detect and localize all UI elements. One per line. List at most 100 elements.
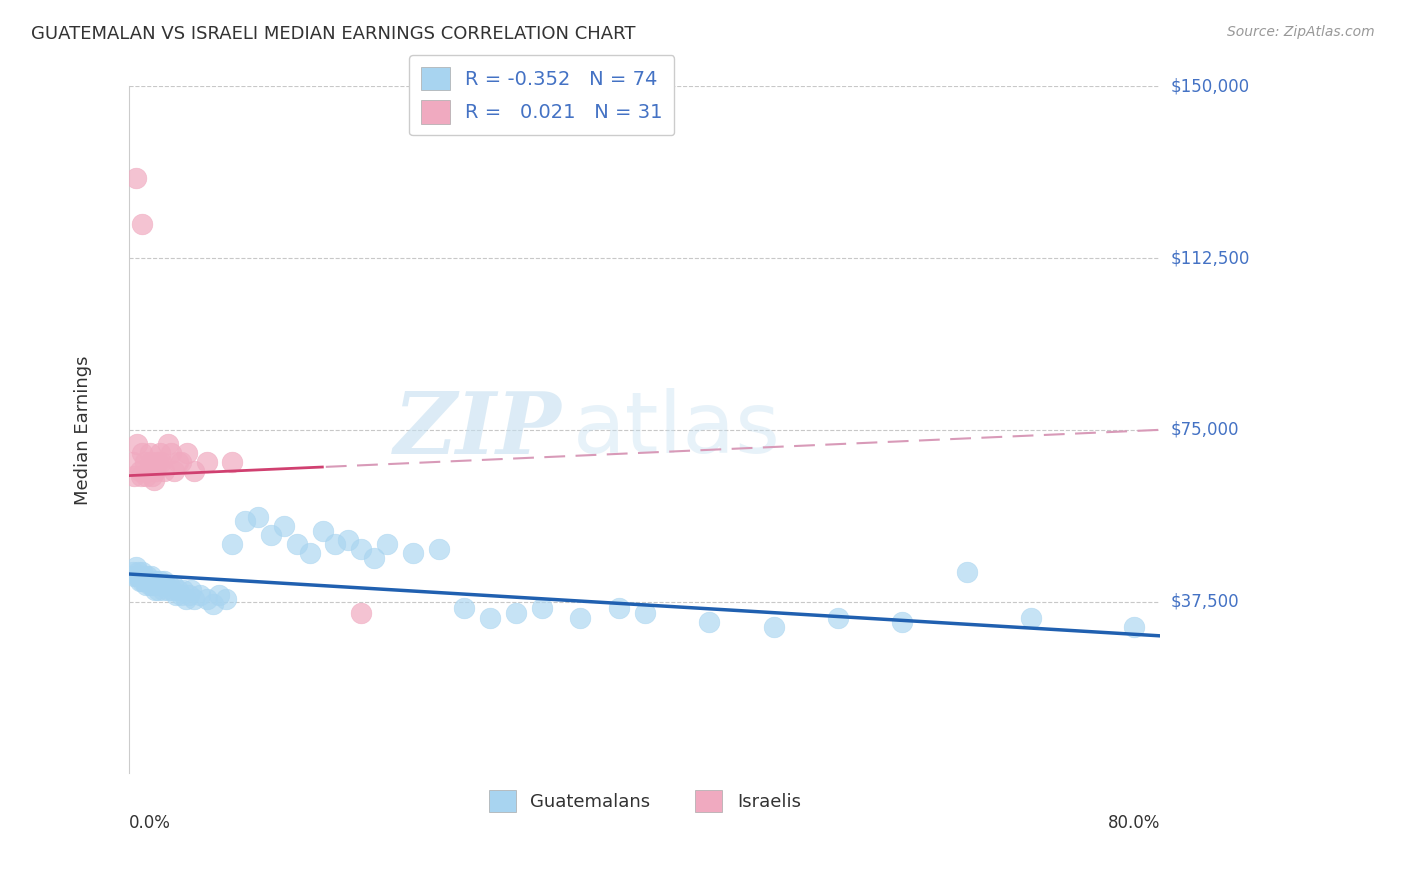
Point	[141, 569, 163, 583]
Point	[141, 455, 163, 469]
Point	[505, 606, 527, 620]
Point	[149, 574, 172, 588]
Point	[125, 436, 148, 450]
Point	[363, 551, 385, 566]
Point	[285, 537, 308, 551]
Point	[195, 592, 218, 607]
Point	[163, 464, 186, 478]
Text: $37,500: $37,500	[1170, 592, 1239, 610]
Point	[139, 446, 162, 460]
Point	[142, 574, 165, 588]
Point	[427, 541, 450, 556]
Point	[180, 582, 202, 597]
Point	[124, 468, 146, 483]
Point	[311, 524, 333, 538]
Point	[143, 578, 166, 592]
Point	[375, 537, 398, 551]
Point	[202, 597, 225, 611]
Point	[143, 574, 166, 588]
Point	[607, 601, 630, 615]
Point	[453, 601, 475, 615]
Point	[273, 519, 295, 533]
Point	[143, 464, 166, 478]
Point	[128, 574, 150, 588]
Text: ZIP: ZIP	[394, 388, 562, 472]
Point	[127, 565, 149, 579]
Point	[131, 217, 153, 231]
Point	[131, 569, 153, 583]
Point	[350, 541, 373, 556]
Point	[956, 565, 979, 579]
Point	[134, 574, 156, 588]
Point	[141, 468, 163, 483]
Point	[260, 528, 283, 542]
Text: $150,000: $150,000	[1170, 78, 1250, 95]
Point	[233, 515, 256, 529]
Point	[143, 582, 166, 597]
Point	[162, 578, 184, 592]
Point	[153, 464, 176, 478]
Point	[337, 533, 360, 547]
Point	[221, 537, 243, 551]
Point	[183, 464, 205, 478]
Point	[131, 565, 153, 579]
Point	[160, 582, 183, 597]
Point	[530, 601, 553, 615]
Point	[177, 588, 200, 602]
Point	[1019, 610, 1042, 624]
Point	[129, 468, 152, 483]
Point	[215, 592, 238, 607]
Point	[129, 569, 152, 583]
Point	[183, 592, 205, 607]
Point	[153, 574, 176, 588]
Point	[167, 582, 190, 597]
Point	[170, 588, 193, 602]
Point	[152, 582, 174, 597]
Point	[174, 592, 197, 607]
Point	[122, 455, 145, 469]
Point	[135, 468, 157, 483]
Point	[402, 546, 425, 560]
Point	[167, 455, 190, 469]
Point	[125, 171, 148, 186]
Point	[172, 582, 194, 597]
Point	[247, 509, 270, 524]
Point	[148, 578, 170, 592]
Point	[827, 610, 849, 624]
Point	[350, 606, 373, 620]
Point	[298, 546, 321, 560]
Point	[208, 588, 231, 602]
Point	[125, 569, 148, 583]
Point	[146, 582, 169, 597]
Point	[141, 578, 163, 592]
Point	[131, 446, 153, 460]
Legend: Guatemalans, Israelis: Guatemalans, Israelis	[481, 782, 808, 819]
Point	[149, 446, 172, 460]
Point	[634, 606, 657, 620]
Point	[146, 455, 169, 469]
Point	[134, 455, 156, 469]
Point	[221, 455, 243, 469]
Point	[131, 574, 153, 588]
Point	[155, 578, 177, 592]
Point	[142, 473, 165, 487]
Point	[124, 569, 146, 583]
Point	[1123, 620, 1146, 634]
Point	[697, 615, 720, 629]
Point	[150, 578, 173, 592]
Point	[128, 464, 150, 478]
Point	[165, 588, 187, 602]
Point	[176, 446, 198, 460]
Text: atlas: atlas	[572, 388, 780, 471]
Point	[136, 569, 159, 583]
Point	[138, 574, 160, 588]
Text: Source: ZipAtlas.com: Source: ZipAtlas.com	[1227, 25, 1375, 39]
Point	[156, 436, 179, 450]
Text: 0.0%: 0.0%	[129, 814, 172, 832]
Text: GUATEMALAN VS ISRAELI MEDIAN EARNINGS CORRELATION CHART: GUATEMALAN VS ISRAELI MEDIAN EARNINGS CO…	[31, 25, 636, 43]
Point	[159, 446, 181, 460]
Text: $75,000: $75,000	[1170, 421, 1239, 439]
Point	[122, 565, 145, 579]
Text: 80.0%: 80.0%	[1108, 814, 1160, 832]
Text: Median Earnings: Median Earnings	[75, 355, 91, 505]
